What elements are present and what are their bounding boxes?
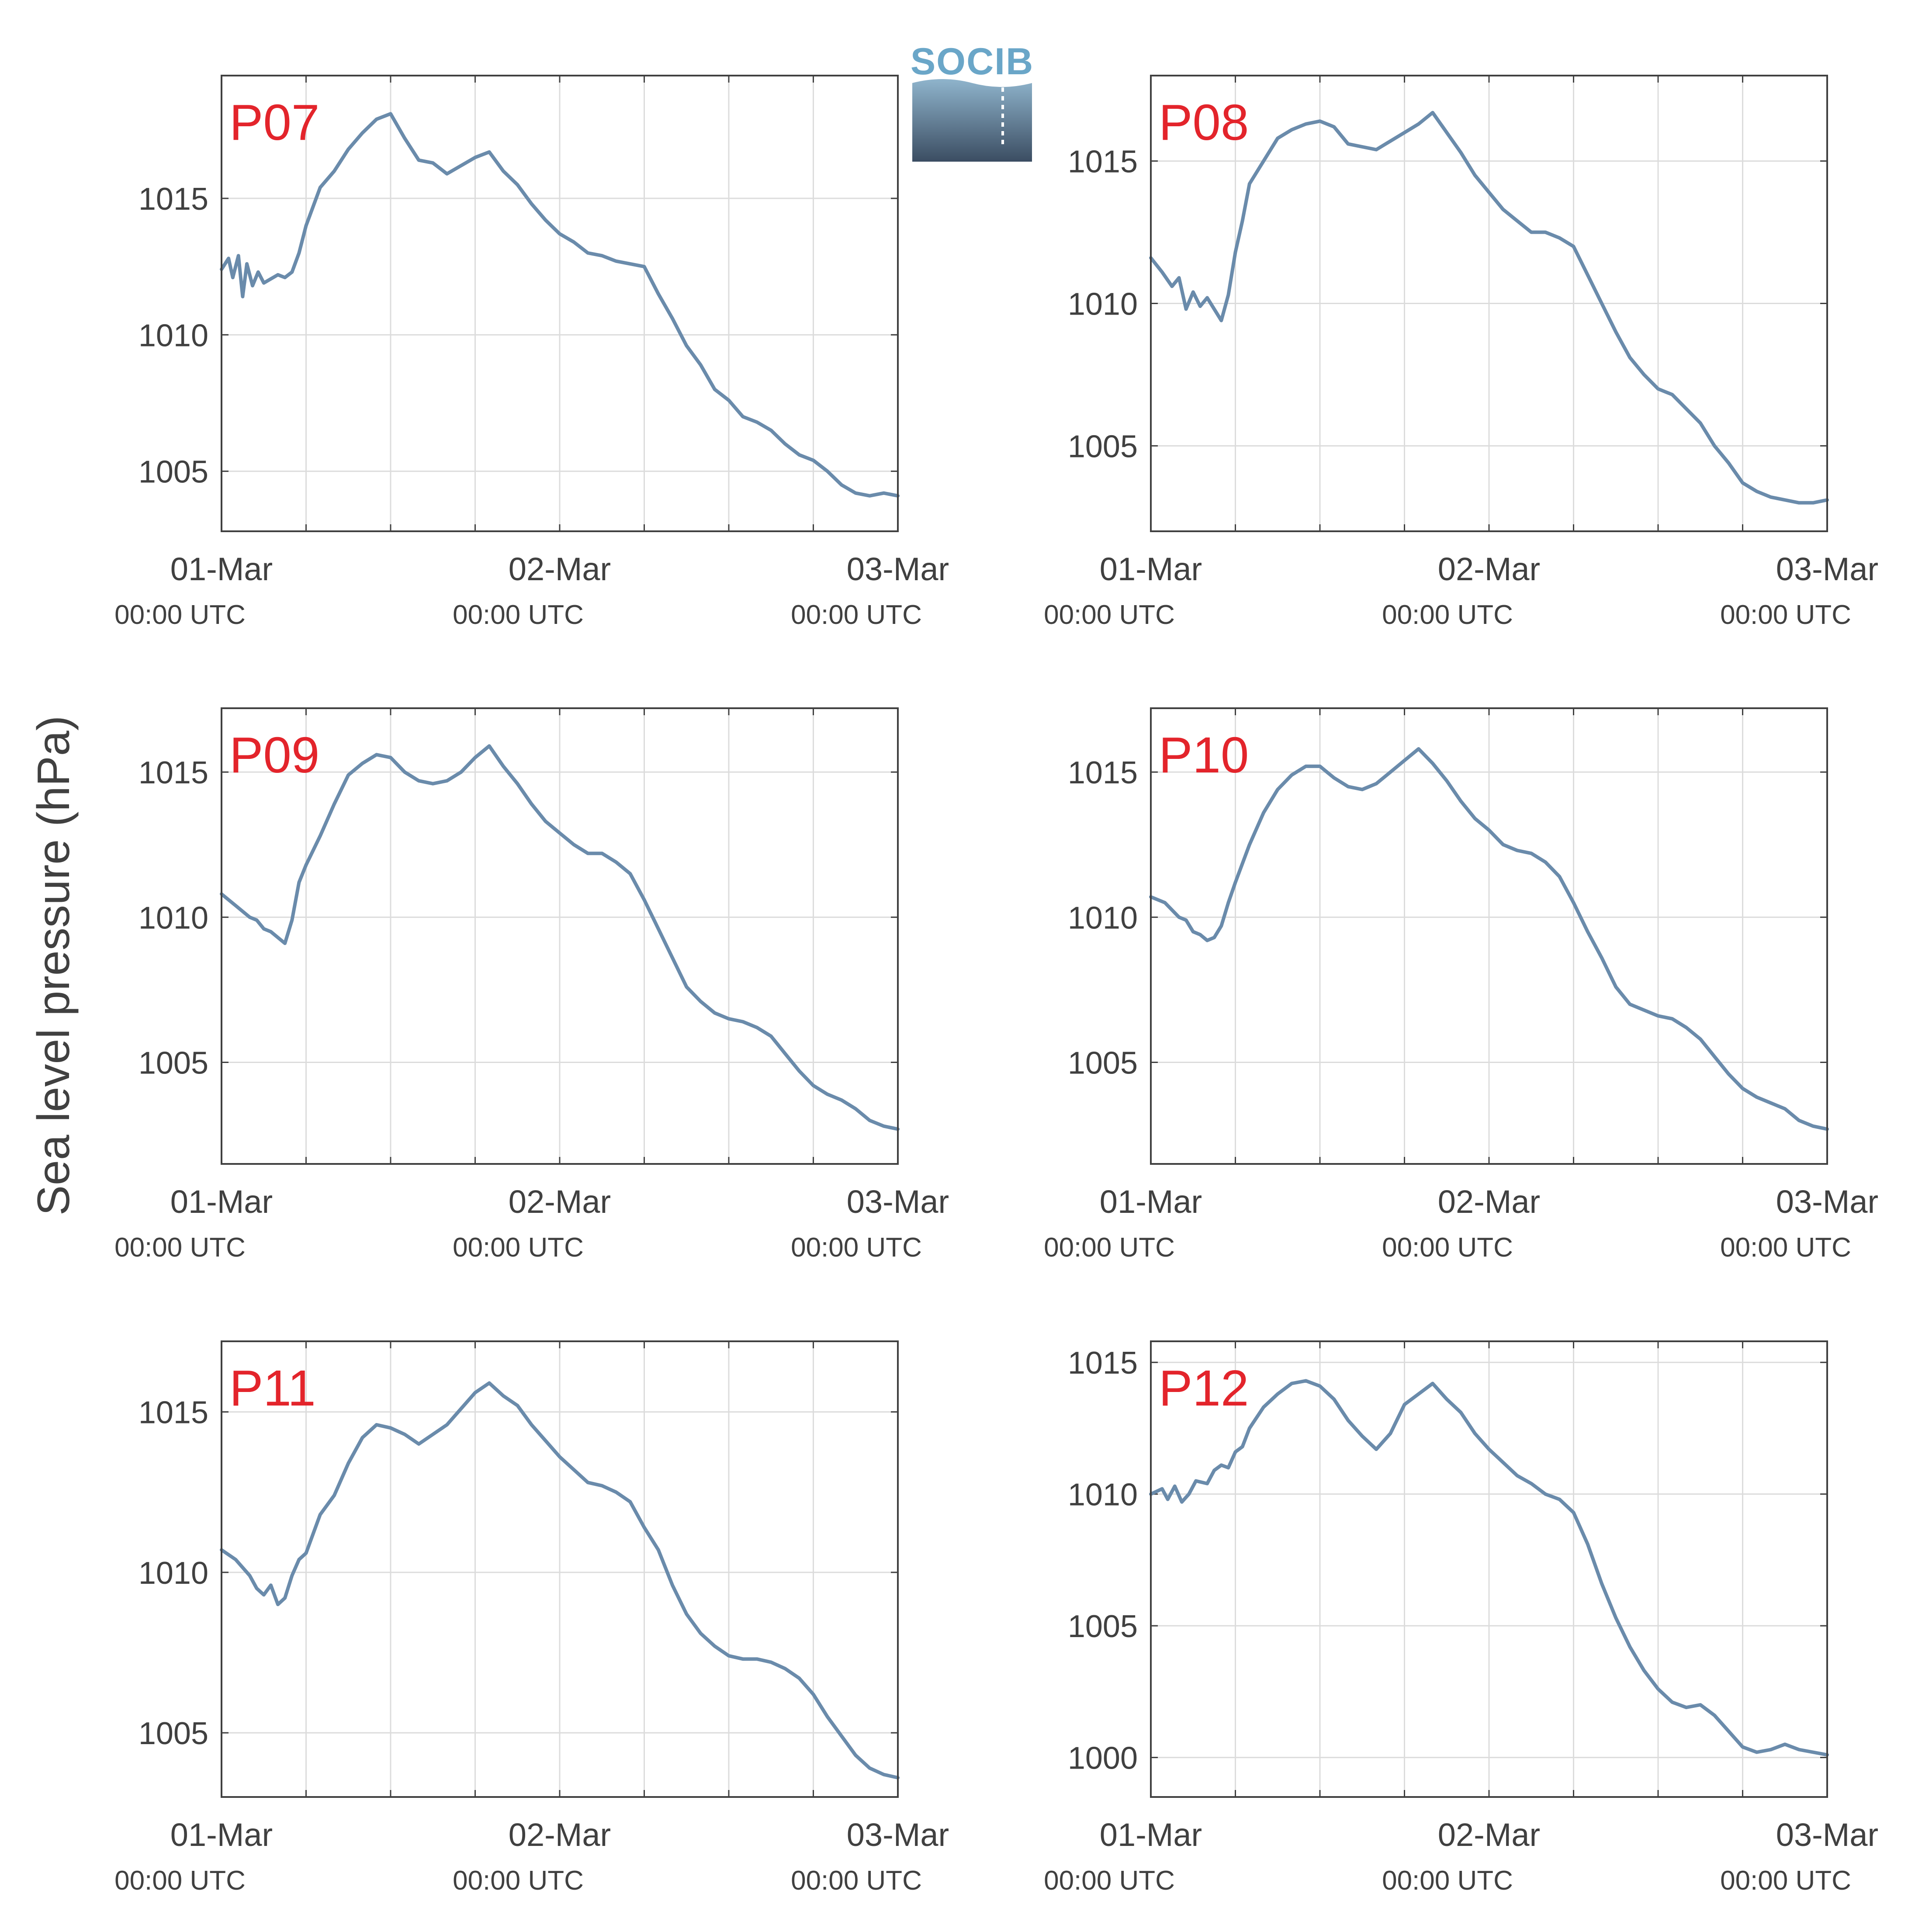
x-tick-time-label: 00:00 UTC — [1044, 600, 1175, 630]
socib-logo-text: SOCIB — [911, 41, 1034, 83]
y-tick-label: 1010 — [139, 318, 208, 353]
x-tick-time-label: 00:00 UTC — [114, 1233, 246, 1263]
x-tick-date-label: 03-Mar — [1776, 551, 1878, 587]
panel-label-p08: P08 — [1159, 94, 1249, 151]
x-tick-time-label: 00:00 UTC — [1382, 600, 1513, 630]
series-line-p07 — [220, 112, 900, 498]
x-tick-time-label: 00:00 UTC — [1382, 1866, 1513, 1896]
x-tick-time-label: 00:00 UTC — [453, 1233, 584, 1263]
y-tick-label: 1015 — [139, 182, 208, 217]
x-tick-time-label: 00:00 UTC — [791, 600, 922, 630]
x-tick-date-label: 01-Mar — [1100, 551, 1202, 587]
y-tick-label: 1005 — [1068, 429, 1138, 464]
y-tick-label: 1015 — [139, 1395, 208, 1430]
x-tick-date-label: 03-Mar — [847, 1817, 949, 1853]
series-line-p10 — [1149, 747, 1829, 1131]
y-tick-label: 1005 — [1068, 1609, 1138, 1644]
x-tick-date-label: 03-Mar — [847, 551, 949, 587]
series-line-p11 — [220, 1381, 900, 1780]
x-tick-date-label: 01-Mar — [170, 1817, 273, 1853]
socib-logo: SOCIB — [911, 41, 1034, 162]
y-tick-label: 1010 — [1068, 1478, 1138, 1513]
y-tick-label: 1010 — [139, 1556, 208, 1591]
panel-p11: 1005 1010 1015 01-Mar 00:00 UTC 02-Mar 00:00 U… — [114, 1340, 949, 1896]
x-tick-date-label: 01-Mar — [1100, 1184, 1202, 1220]
x-tick-date-label: 02-Mar — [509, 1817, 611, 1853]
x-tick-date-label: 01-Mar — [170, 551, 273, 587]
y-tick-label: 1010 — [1068, 900, 1138, 935]
panel-label-p10: P10 — [1159, 727, 1249, 783]
y-tick-label: 1015 — [1068, 755, 1138, 790]
axes-box — [1150, 75, 1828, 532]
series-line-p08 — [1149, 111, 1829, 505]
panel-label-p12: P12 — [1159, 1360, 1249, 1416]
y-tick-label: 1005 — [139, 455, 208, 490]
x-tick-time-label: 00:00 UTC — [1720, 1233, 1851, 1263]
axes-box — [221, 1340, 899, 1798]
y-tick-label: 1015 — [1068, 145, 1138, 180]
y-axis-title: Sea level pressure (hPa) — [28, 716, 79, 1216]
x-tick-date-label: 03-Mar — [1776, 1817, 1878, 1853]
y-tick-label: 1000 — [1068, 1741, 1138, 1776]
x-tick-date-label: 02-Mar — [509, 1184, 611, 1220]
panel-p07: 1005 1010 1015 01-Mar 00:00 UTC 02-Mar 00:00 U… — [114, 75, 949, 630]
x-tick-date-label: 02-Mar — [1438, 1817, 1540, 1853]
axes-box — [221, 707, 899, 1165]
x-tick-time-label: 00:00 UTC — [1044, 1866, 1175, 1896]
panel-label-p09: P09 — [229, 727, 319, 783]
x-tick-date-label: 01-Mar — [1100, 1817, 1202, 1853]
x-tick-time-label: 00:00 UTC — [114, 1866, 246, 1896]
y-tick-label: 1015 — [139, 755, 208, 790]
x-tick-time-label: 00:00 UTC — [1720, 600, 1851, 630]
x-tick-time-label: 00:00 UTC — [453, 600, 584, 630]
panel-label-p07: P07 — [229, 94, 319, 151]
y-tick-label: 1015 — [1068, 1346, 1138, 1381]
series-line-p12 — [1149, 1379, 1829, 1757]
panels-group: 1005 1010 1015 01-Mar 00:00 UTC 02-Mar 00:00 U… — [114, 75, 1878, 1896]
panel-p12: 1000 1005 1010 1015 01-Mar 00:00 UTC 02-Mar 00:… — [1044, 1340, 1878, 1896]
x-tick-date-label: 02-Mar — [1438, 551, 1540, 587]
panel-p10: 1005 1010 1015 01-Mar 00:00 UTC 02-Mar 00:00 U… — [1044, 707, 1878, 1263]
x-tick-date-label: 02-Mar — [509, 551, 611, 587]
x-tick-date-label: 03-Mar — [1776, 1184, 1878, 1220]
panel-label-p11: P11 — [229, 1360, 316, 1416]
x-tick-date-label: 02-Mar — [1438, 1184, 1540, 1220]
x-tick-time-label: 00:00 UTC — [791, 1866, 922, 1896]
y-tick-label: 1010 — [1068, 287, 1138, 322]
x-tick-time-label: 00:00 UTC — [1382, 1233, 1513, 1263]
axes-box — [1150, 707, 1828, 1165]
y-tick-label: 1005 — [1068, 1046, 1138, 1080]
x-tick-date-label: 01-Mar — [170, 1184, 273, 1220]
x-tick-time-label: 00:00 UTC — [114, 600, 246, 630]
logo-wave-icon — [912, 79, 1032, 162]
panel-p09: 1005 1010 1015 01-Mar 00:00 UTC 02-Mar 00:00 U… — [114, 707, 949, 1263]
panel-p08: 1005 1010 1015 01-Mar 00:00 UTC 02-Mar 00:00 U… — [1044, 75, 1878, 630]
series-line-p09 — [220, 744, 900, 1131]
x-tick-time-label: 00:00 UTC — [791, 1233, 922, 1263]
y-tick-label: 1005 — [139, 1046, 208, 1080]
x-tick-date-label: 03-Mar — [847, 1184, 949, 1220]
x-tick-time-label: 00:00 UTC — [453, 1866, 584, 1896]
x-tick-time-label: 00:00 UTC — [1720, 1866, 1851, 1896]
axes-box — [1150, 1340, 1828, 1798]
axes-box — [221, 75, 899, 532]
x-tick-time-label: 00:00 UTC — [1044, 1233, 1175, 1263]
y-tick-label: 1005 — [139, 1716, 208, 1751]
y-tick-label: 1010 — [139, 900, 208, 935]
